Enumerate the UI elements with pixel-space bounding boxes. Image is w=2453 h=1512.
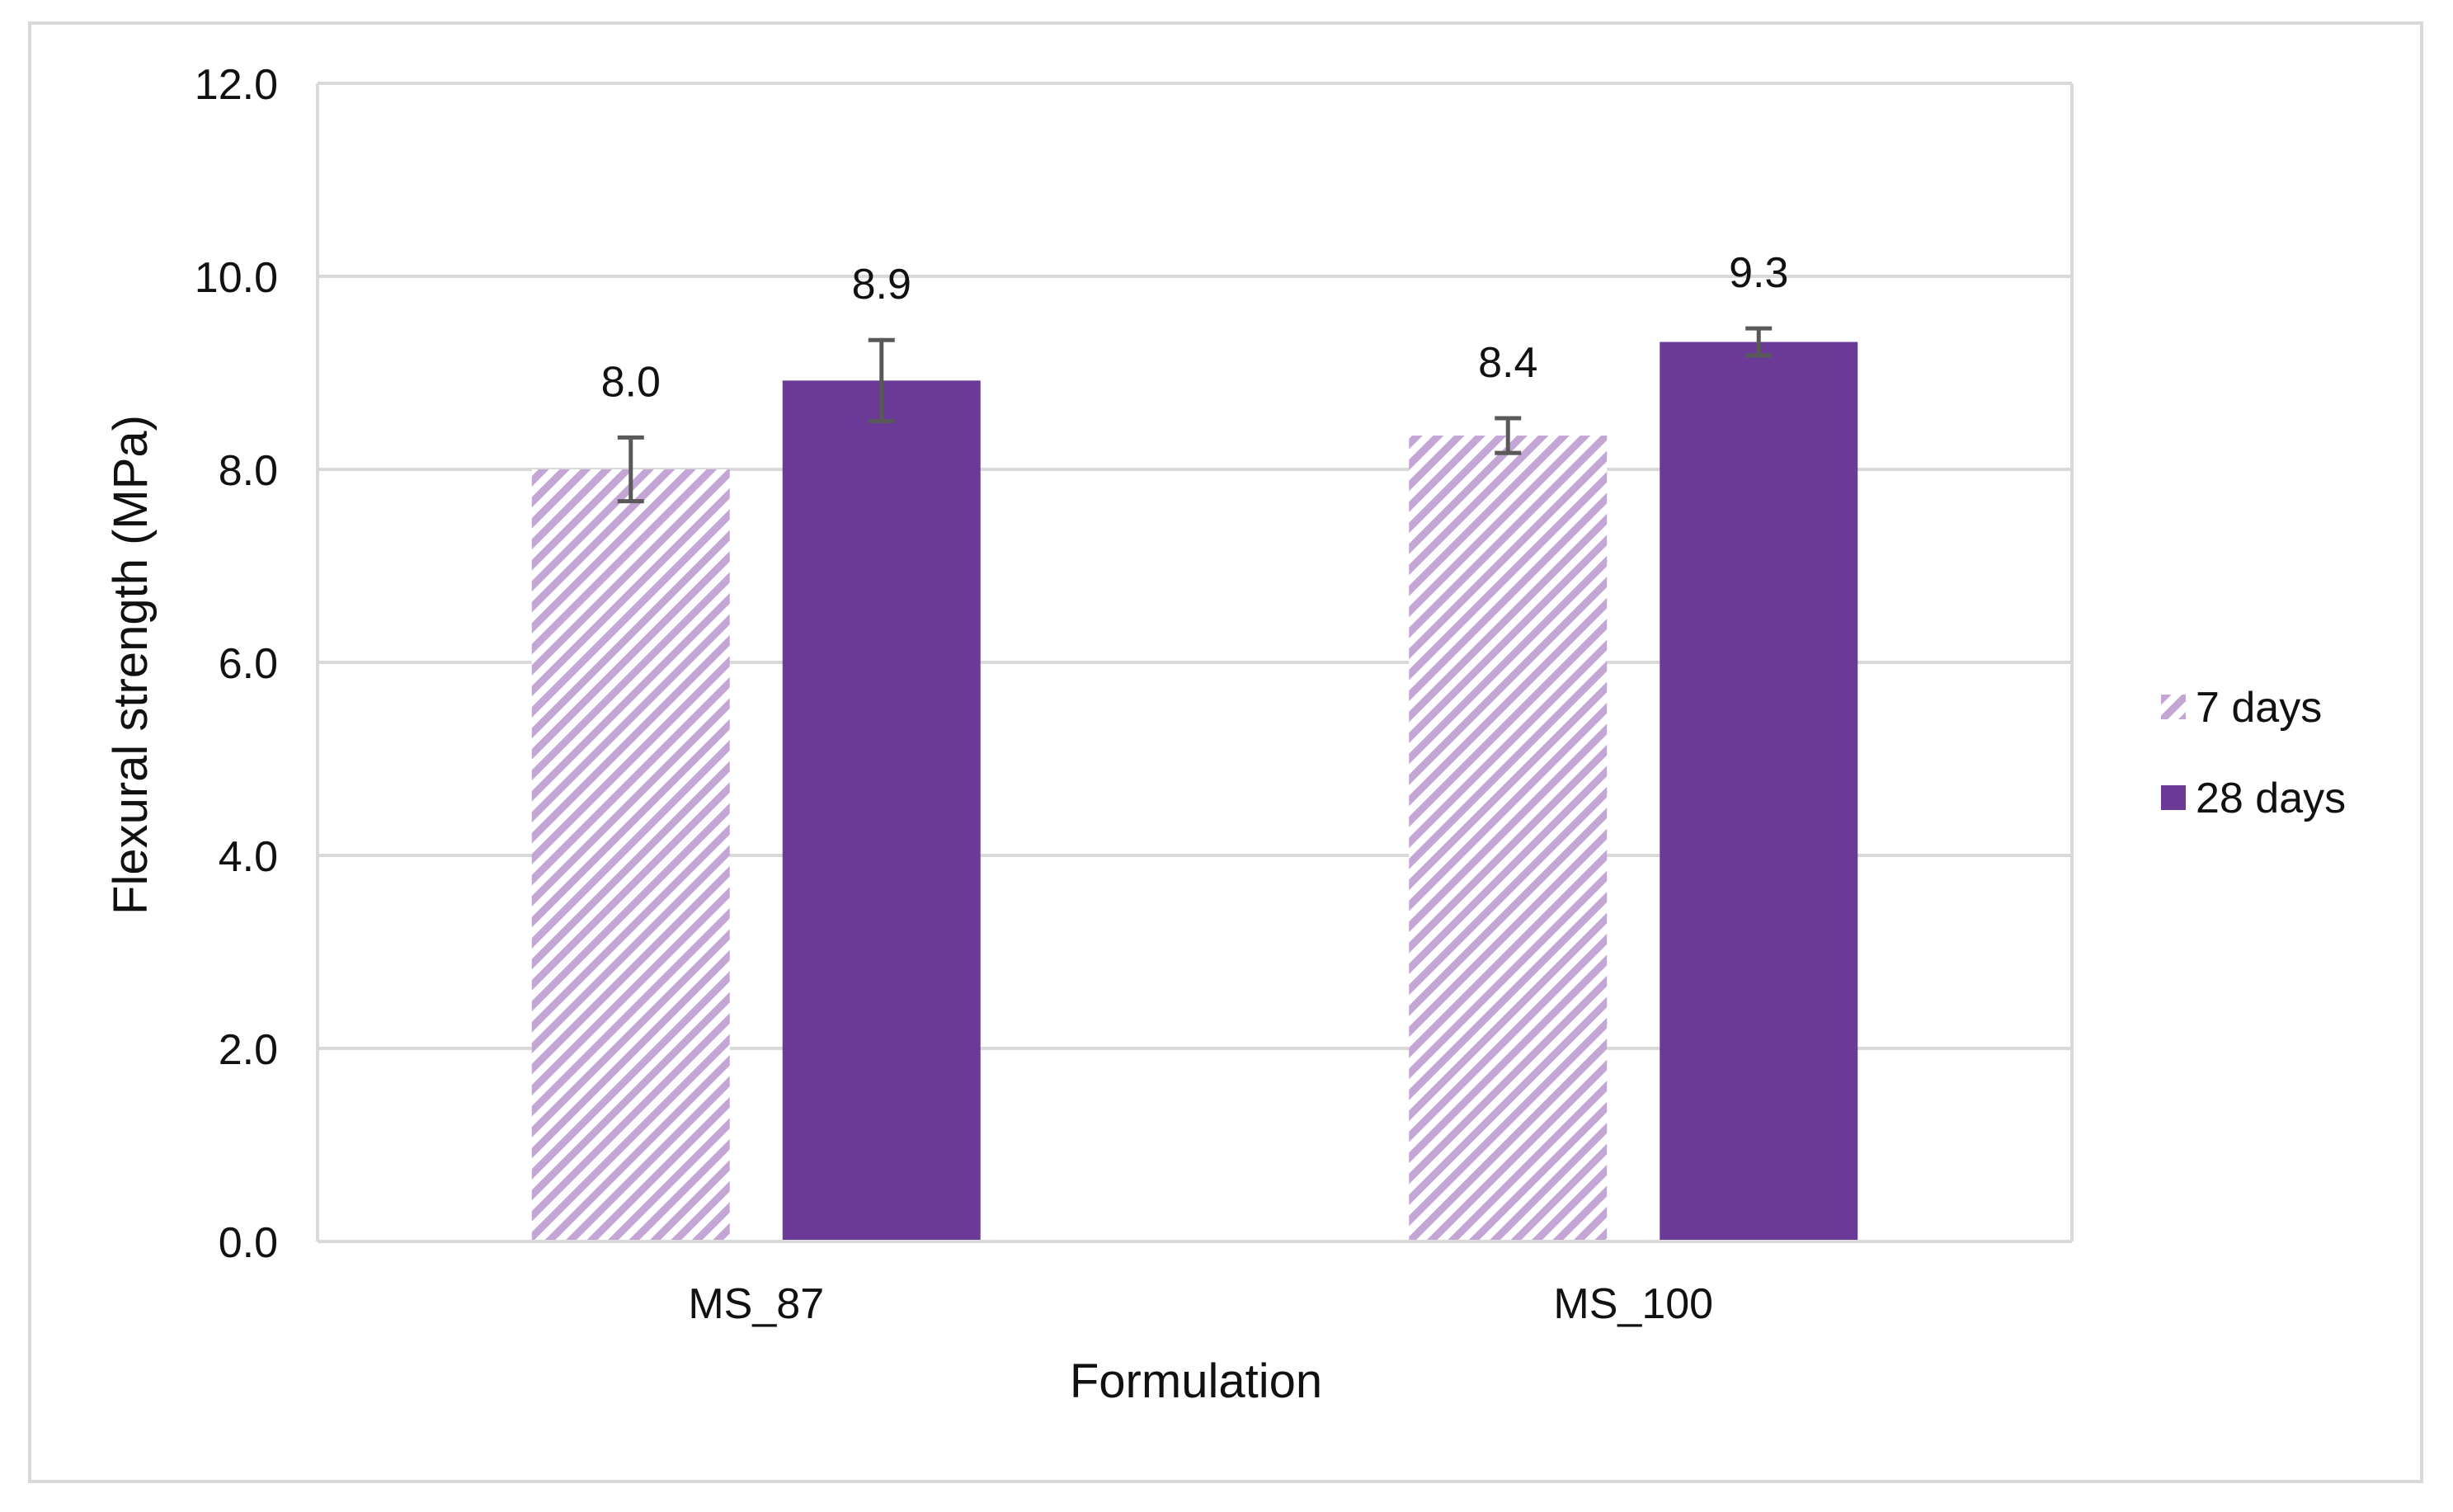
legend: 7 days 28 days <box>2161 684 2346 822</box>
error-bars <box>617 326 1773 504</box>
data-label: 8.0 <box>601 358 661 406</box>
data-label: 8.9 <box>852 261 911 309</box>
y-tick-label: 0.0 <box>219 1219 278 1267</box>
bar <box>531 469 730 1241</box>
legend-label: 7 days <box>2196 684 2322 732</box>
legend-swatch <box>2161 695 2186 719</box>
data-label: 9.3 <box>1729 249 1788 297</box>
bar <box>1660 341 1858 1241</box>
y-tick-label: 6.0 <box>219 640 278 688</box>
x-tick-label: MS_100 <box>1553 1280 1713 1328</box>
data-label: 8.4 <box>1478 339 1537 387</box>
x-tick-label: MS_87 <box>688 1280 824 1328</box>
axes: 0.0 2.0 4.0 6.0 8.0 10.0 12.0 MS_87 MS_100 <box>195 61 2072 1328</box>
bar <box>1409 436 1608 1241</box>
chart-frame <box>28 21 2423 1483</box>
x-axis-title: Formulation <box>1070 1354 1322 1408</box>
y-tick-label: 4.0 <box>219 833 278 881</box>
y-tick-label: 2.0 <box>219 1026 278 1074</box>
legend-swatch <box>2161 785 2186 810</box>
y-tick-label: 8.0 <box>219 447 278 495</box>
legend-label: 28 days <box>2196 775 2346 822</box>
y-tick-label: 12.0 <box>195 61 278 109</box>
y-axis-title: Flexural strength (MPa) <box>104 415 158 915</box>
bars <box>531 341 1858 1241</box>
bar <box>782 380 981 1241</box>
data-labels: 8.0 8.9 8.4 9.3 <box>601 249 1789 406</box>
y-tick-label: 10.0 <box>195 254 278 302</box>
